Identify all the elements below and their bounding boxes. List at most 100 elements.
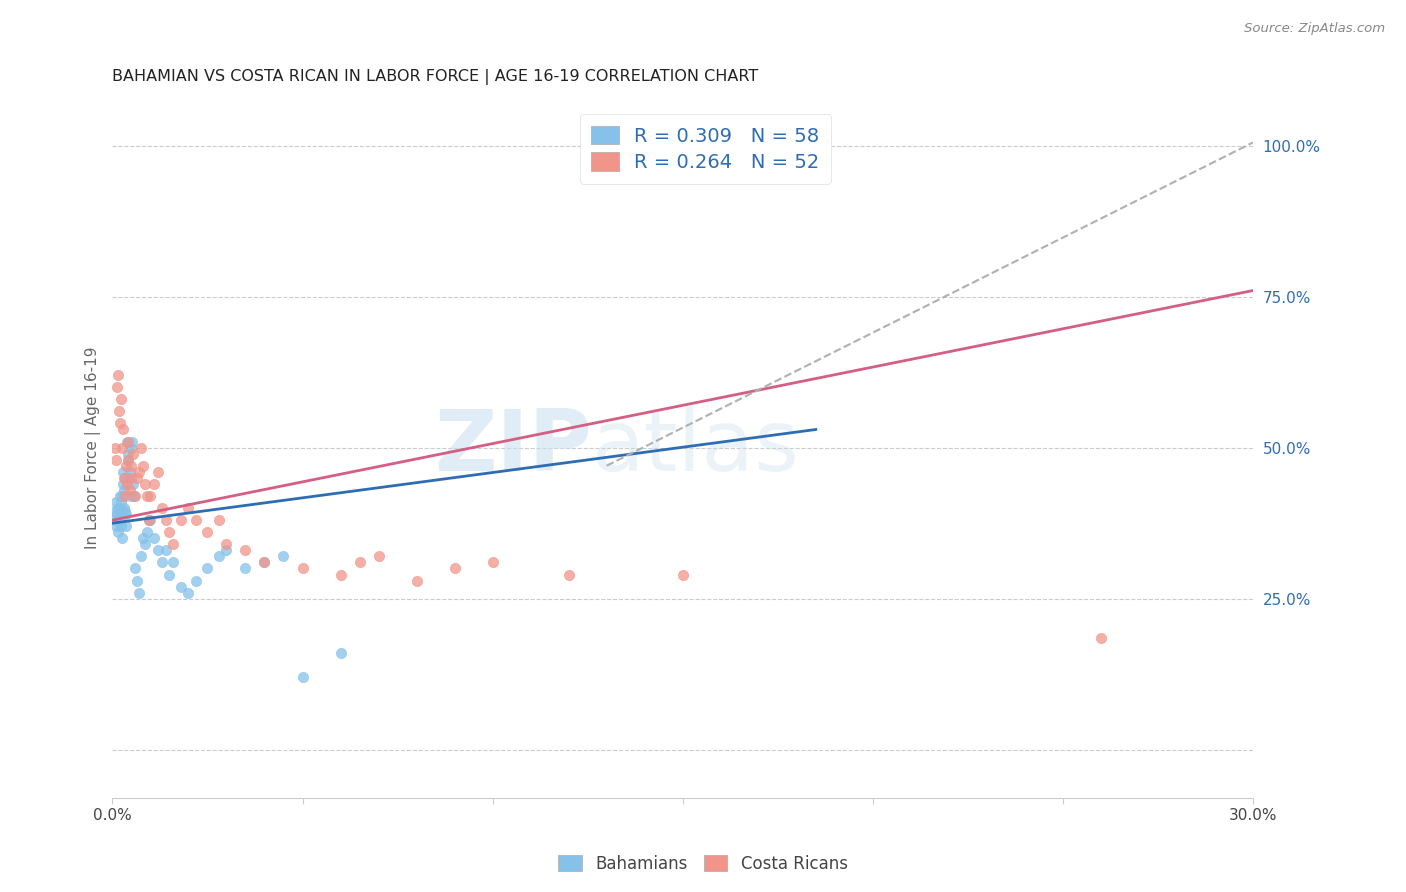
Point <box>117 434 139 449</box>
Point <box>132 458 155 473</box>
Point <box>112 423 135 437</box>
Point <box>672 567 695 582</box>
Point <box>405 574 427 588</box>
Point <box>162 556 184 570</box>
Point <box>118 465 141 479</box>
Point <box>114 519 136 533</box>
Point <box>162 537 184 551</box>
Point <box>143 476 166 491</box>
Point <box>170 513 193 527</box>
Point <box>134 537 156 551</box>
Point <box>104 513 127 527</box>
Point <box>117 452 139 467</box>
Point <box>235 561 257 575</box>
Point <box>1090 631 1112 645</box>
Point <box>115 434 138 449</box>
Point <box>129 549 152 564</box>
Point <box>118 483 141 497</box>
Point <box>117 452 139 467</box>
Point <box>184 574 207 588</box>
Point <box>135 489 157 503</box>
Point <box>110 392 132 407</box>
Point <box>124 489 146 503</box>
Point <box>349 556 371 570</box>
Point <box>273 549 295 564</box>
Point <box>138 513 160 527</box>
Point <box>129 441 152 455</box>
Point <box>107 501 129 516</box>
Point <box>128 585 150 599</box>
Point <box>120 471 142 485</box>
Point <box>104 441 127 455</box>
Point <box>128 465 150 479</box>
Point <box>111 441 134 455</box>
Point <box>110 495 132 509</box>
Point <box>253 556 276 570</box>
Point <box>170 580 193 594</box>
Point <box>124 561 146 575</box>
Point <box>235 543 257 558</box>
Point <box>122 447 145 461</box>
Point <box>159 525 181 540</box>
Point <box>108 417 131 431</box>
Point <box>114 458 136 473</box>
Point <box>481 556 503 570</box>
Point <box>146 543 169 558</box>
Point <box>120 458 142 473</box>
Point <box>112 465 135 479</box>
Text: ZIP: ZIP <box>433 406 592 489</box>
Point <box>114 504 136 518</box>
Point <box>104 504 127 518</box>
Point <box>139 513 162 527</box>
Point <box>107 525 129 540</box>
Point <box>132 531 155 545</box>
Legend: Bahamians, Costa Ricans: Bahamians, Costa Ricans <box>551 848 855 880</box>
Point <box>114 489 136 503</box>
Point <box>112 483 135 497</box>
Point <box>159 567 181 582</box>
Point <box>111 531 134 545</box>
Point <box>215 543 238 558</box>
Text: Source: ZipAtlas.com: Source: ZipAtlas.com <box>1244 22 1385 36</box>
Point <box>155 543 177 558</box>
Point <box>117 471 139 485</box>
Point <box>115 476 138 491</box>
Point <box>150 556 173 570</box>
Point <box>110 519 132 533</box>
Text: BAHAMIAN VS COSTA RICAN IN LABOR FORCE | AGE 16-19 CORRELATION CHART: BAHAMIAN VS COSTA RICAN IN LABOR FORCE |… <box>112 69 759 85</box>
Point <box>291 670 314 684</box>
Point <box>291 561 314 575</box>
Point <box>197 561 219 575</box>
Point <box>134 476 156 491</box>
Point <box>108 504 131 518</box>
Point <box>105 452 128 467</box>
Point <box>124 489 146 503</box>
Y-axis label: In Labor Force | Age 16-19: In Labor Force | Age 16-19 <box>86 346 101 549</box>
Point <box>329 646 352 660</box>
Text: atlas: atlas <box>592 406 800 489</box>
Point <box>121 434 143 449</box>
Point <box>120 489 142 503</box>
Point <box>105 507 128 521</box>
Point <box>117 447 139 461</box>
Point <box>143 531 166 545</box>
Point <box>114 507 136 521</box>
Point <box>208 549 231 564</box>
Point <box>108 513 131 527</box>
Point <box>139 489 162 503</box>
Point <box>111 489 134 503</box>
Point <box>138 513 160 527</box>
Point <box>177 501 200 516</box>
Point <box>127 574 149 588</box>
Point <box>367 549 389 564</box>
Legend: R = 0.309   N = 58, R = 0.264   N = 52: R = 0.309 N = 58, R = 0.264 N = 52 <box>579 114 831 184</box>
Point <box>120 441 142 455</box>
Point <box>122 476 145 491</box>
Point <box>107 368 129 383</box>
Point <box>112 476 135 491</box>
Point <box>112 471 135 485</box>
Point <box>105 519 128 533</box>
Point <box>184 513 207 527</box>
Point <box>135 525 157 540</box>
Point <box>443 561 465 575</box>
